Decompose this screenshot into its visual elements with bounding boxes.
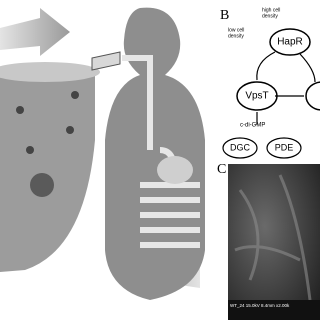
- caption-bar: [228, 300, 320, 320]
- node: [222, 137, 258, 159]
- water-surface: [0, 62, 100, 82]
- panel-a: [0, 7, 205, 300]
- node: [269, 28, 311, 56]
- panel-label: B: [220, 8, 229, 23]
- panel-c: C WT_24 15.0kV 8.4mm x2.00k: [217, 162, 320, 320]
- sem-image: [228, 164, 320, 320]
- bacteria: [71, 91, 79, 99]
- human-silhouette: [105, 7, 205, 300]
- annotation: low cell: [228, 27, 244, 33]
- annotation: density: [262, 13, 278, 19]
- bacteria: [16, 106, 24, 114]
- panel-b: B high cell density low cell density Hap…: [220, 7, 320, 159]
- edge: [256, 51, 316, 125]
- node-label: PDE: [275, 142, 294, 152]
- node: [266, 137, 302, 159]
- bacteria: [26, 146, 34, 154]
- node-label: VpsT: [245, 91, 268, 102]
- node: [305, 81, 320, 111]
- copepod: [30, 173, 54, 197]
- node-label: DGC: [230, 142, 251, 152]
- stomach: [157, 156, 193, 184]
- biofilm-texture: [234, 174, 312, 301]
- annotation: high cell: [262, 7, 280, 13]
- annotation: density: [228, 33, 244, 39]
- signal-label: c-di-GMP: [240, 123, 265, 129]
- bacteria: [66, 126, 74, 134]
- water-body: [0, 64, 95, 272]
- node-label: HapR: [277, 37, 303, 48]
- cup: [91, 51, 121, 71]
- caption: WT_24 15.0kV 8.4mm x2.00k: [230, 303, 290, 308]
- arrow: [0, 8, 70, 56]
- panel-label: C: [217, 162, 226, 177]
